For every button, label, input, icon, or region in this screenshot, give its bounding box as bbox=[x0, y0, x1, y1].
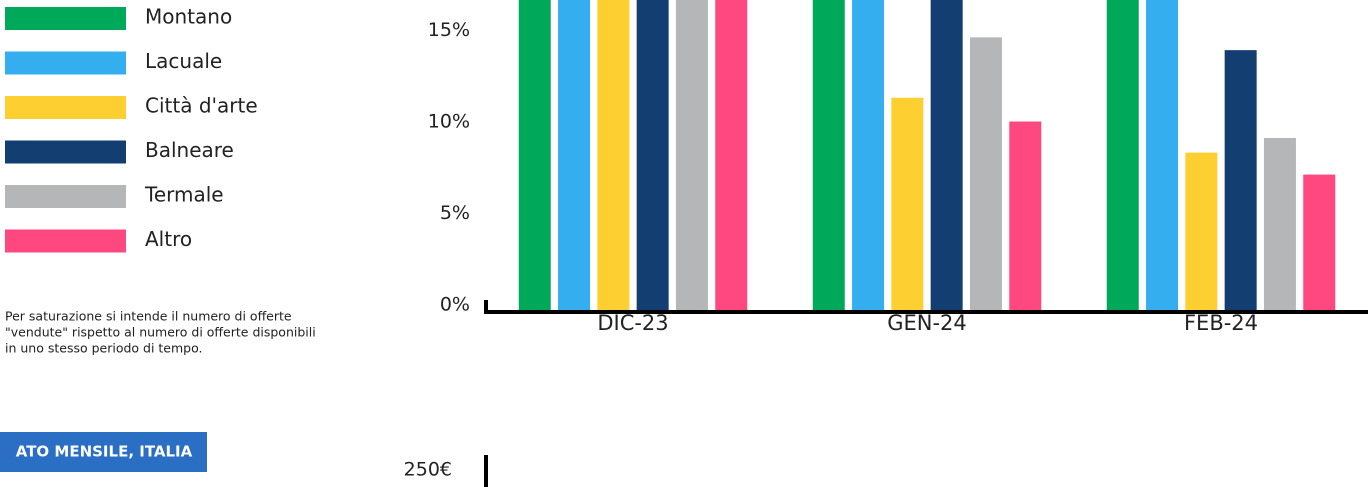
bar bbox=[1146, 0, 1179, 310]
section-button-label[interactable]: ATO MENSILE, ITALIA bbox=[16, 443, 193, 461]
legend-label: Balneare bbox=[145, 138, 234, 162]
legend-swatch bbox=[5, 140, 126, 164]
y-tick-label: 250€ bbox=[404, 459, 452, 481]
bar bbox=[636, 0, 669, 311]
bar bbox=[891, 97, 924, 310]
x-tick-label: FEB-24 bbox=[1184, 311, 1258, 335]
x-tick-label: GEN-24 bbox=[887, 311, 967, 335]
legend-label: Altro bbox=[145, 227, 192, 251]
note: in uno stesso periodo di tempo. bbox=[5, 341, 203, 356]
bar bbox=[558, 0, 591, 310]
y-tick-label: 5% bbox=[440, 202, 470, 224]
y-tick-label: 15% bbox=[428, 19, 470, 41]
legend-swatch bbox=[5, 7, 126, 30]
legend-swatch bbox=[5, 229, 126, 253]
note: Per saturazione si intende il numero di … bbox=[5, 309, 292, 324]
bar bbox=[1303, 174, 1336, 310]
bar bbox=[518, 0, 551, 311]
bar bbox=[852, 0, 885, 310]
legend-swatch bbox=[5, 96, 126, 119]
note: "vendute" rispetto al numero di offerte … bbox=[5, 325, 316, 340]
bar bbox=[1224, 50, 1257, 310]
legend-label: Termale bbox=[144, 183, 224, 207]
section-button[interactable] bbox=[0, 432, 207, 472]
bar bbox=[715, 0, 748, 310]
y-tick-label: 10% bbox=[428, 111, 470, 133]
bar bbox=[1009, 121, 1042, 310]
legend-label: Lacuale bbox=[145, 49, 222, 73]
legend-label: Montano bbox=[145, 5, 232, 29]
bar bbox=[675, 0, 708, 310]
bar bbox=[812, 0, 845, 311]
legend-label: Città d'arte bbox=[145, 94, 258, 118]
bar bbox=[930, 0, 963, 310]
y-tick-label: 0% bbox=[440, 294, 470, 316]
bar bbox=[1185, 152, 1218, 310]
bar bbox=[597, 0, 630, 310]
x-tick-label: DIC-23 bbox=[597, 311, 668, 335]
bar bbox=[1263, 137, 1296, 310]
bar bbox=[1106, 0, 1139, 311]
legend-swatch bbox=[5, 185, 126, 208]
bar bbox=[969, 37, 1002, 311]
legend-swatch bbox=[5, 51, 126, 75]
